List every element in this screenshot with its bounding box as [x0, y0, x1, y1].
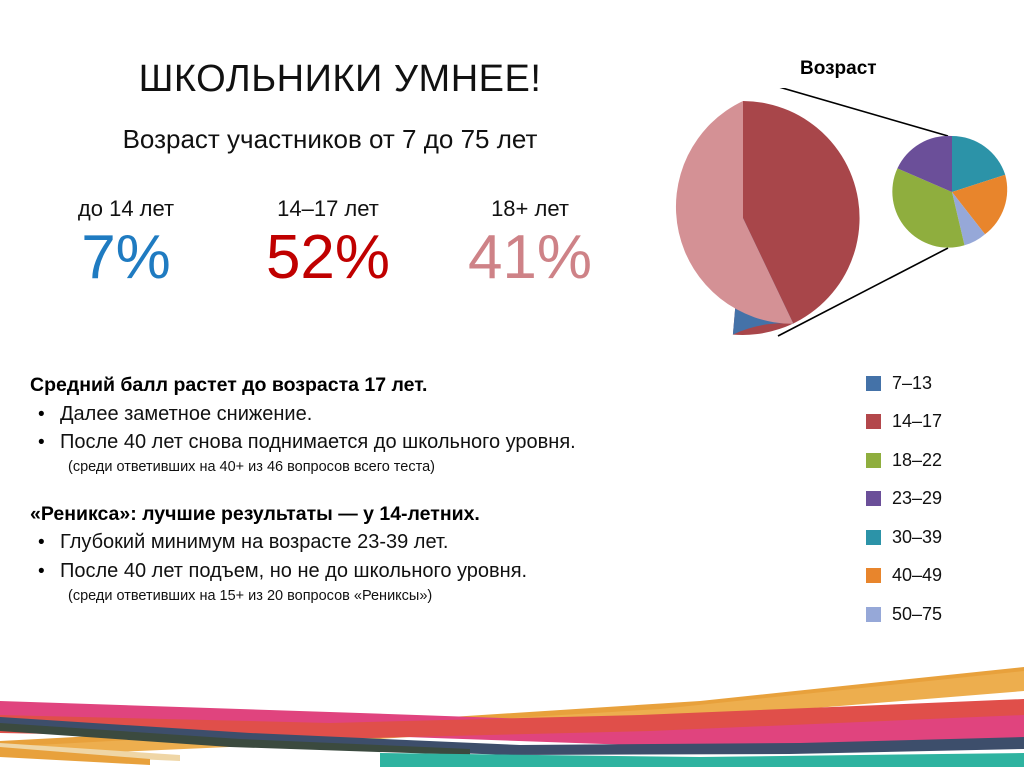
ribbon-svg — [0, 667, 1024, 767]
pie-chart-svg — [675, 84, 1008, 337]
pie-slice-other — [675, 101, 794, 324]
legend-swatch-icon — [866, 375, 881, 391]
ribbon-band-cream — [0, 743, 180, 761]
pie-slice-40-49 — [952, 174, 1008, 235]
pie-of-pie-chart — [600, 84, 1024, 344]
legend-swatch-icon — [866, 606, 881, 622]
stat-under-14: до 14 лет 7% — [28, 196, 224, 293]
block-note: (среди ответивших на 40+ из 46 вопросов … — [68, 458, 435, 475]
legend-item-23-29[interactable]: 23–29 — [866, 480, 1016, 519]
bullet-icon: • — [38, 532, 45, 554]
ribbon-band-teal — [380, 753, 1024, 767]
stat-value: 52% — [265, 223, 391, 293]
list-item-label: Глубокий минимум на возрасте 23-39 лет. — [60, 531, 449, 554]
legend-swatch-icon — [866, 529, 881, 545]
text-block-average-score: Средний балл растет до возраста 17 лет. … — [30, 372, 640, 479]
legend-item-14-17[interactable]: 14–17 — [866, 403, 1016, 442]
list-item-label: Далее заметное снижение. — [60, 402, 313, 425]
text-block-reniksa: «Реникса»: лучшие результаты — у 14-летн… — [30, 501, 640, 608]
pie-slice-50-75 — [952, 192, 985, 246]
legend-swatch-icon — [866, 452, 881, 468]
legend-item-50-75[interactable]: 50–75 — [866, 595, 1016, 634]
legend-label: 40–49 — [892, 565, 943, 586]
chart-legend: 7–13 14–17 18–22 23–29 30–39 40–49 50–75 — [866, 364, 1016, 634]
ribbon-band-gold-lower — [0, 747, 150, 765]
bullet-icon: • — [38, 403, 45, 425]
leader-line-bottom — [777, 247, 949, 337]
chart-title: Возраст — [800, 58, 877, 79]
bullet-icon: • — [38, 560, 45, 582]
legend-item-7-13[interactable]: 7–13 — [866, 364, 1016, 403]
legend-label: 50–75 — [892, 603, 943, 624]
legend-label: 30–39 — [892, 526, 943, 547]
legend-label: 23–29 — [892, 488, 943, 509]
legend-label: 14–17 — [892, 411, 943, 432]
list-item: • Глубокий минимум на возрасте 23-39 лет… — [30, 528, 640, 557]
stat-label: 18+ лет — [491, 196, 569, 221]
list-item: • Далее заметное снижение. — [30, 400, 640, 429]
legend-label: 7–13 — [892, 372, 933, 393]
block-heading: Средний балл растет до возраста 17 лет. — [30, 374, 428, 396]
list-item-label: После 40 лет подъем, но не до школьного … — [60, 559, 528, 582]
decorative-footer-ribbon — [0, 657, 1024, 767]
block-heading: «Реникса»: лучшие результаты — у 14-летн… — [30, 502, 480, 525]
bullet-icon: • — [38, 432, 45, 454]
stat-14-17: 14–17 лет 52% — [230, 196, 426, 293]
stat-18-plus: 18+ лет 41% — [432, 196, 628, 293]
list-item-label: После 40 лет снова поднимается до школьн… — [60, 431, 576, 454]
legend-swatch-icon — [866, 414, 881, 430]
stat-label: до 14 лет — [77, 196, 175, 221]
legend-item-40-49[interactable]: 40–49 — [866, 557, 1016, 596]
stat-group: до 14 лет 7% 14–17 лет 52% 18+ лет 41% — [28, 196, 628, 293]
block-spacer — [30, 485, 640, 501]
legend-item-30-39[interactable]: 30–39 — [866, 518, 1016, 557]
list-item: • После 40 лет подъем, но не до школьног… — [30, 557, 640, 586]
leader-line-top — [771, 84, 949, 137]
pie-slice-18-22 — [892, 168, 965, 248]
legend-swatch-icon — [866, 491, 881, 507]
stat-label: 14–17 лет — [277, 196, 379, 221]
page-subtitle: Возраст участников от 7 до 75 лет — [122, 124, 538, 154]
legend-label: 18–22 — [892, 449, 943, 470]
pie-slice-23-29 — [897, 135, 952, 192]
ribbon-band-dark-olive — [0, 723, 470, 755]
list-item: • После 40 лет снова поднимается до школ… — [30, 428, 640, 457]
block-note: (среди ответивших на 15+ из 20 вопросов … — [68, 587, 433, 604]
page-title: ШКОЛЬНИКИ УМНЕЕ! — [138, 58, 542, 100]
stat-value: 41% — [467, 223, 593, 293]
body-copy: Средний балл растет до возраста 17 лет. … — [30, 372, 640, 613]
pie-slice-30-39 — [952, 136, 1006, 192]
legend-swatch-icon — [866, 568, 881, 584]
stat-value: 7% — [81, 223, 171, 293]
ribbon-band-red — [0, 699, 1024, 739]
legend-item-18-22[interactable]: 18–22 — [866, 441, 1016, 480]
